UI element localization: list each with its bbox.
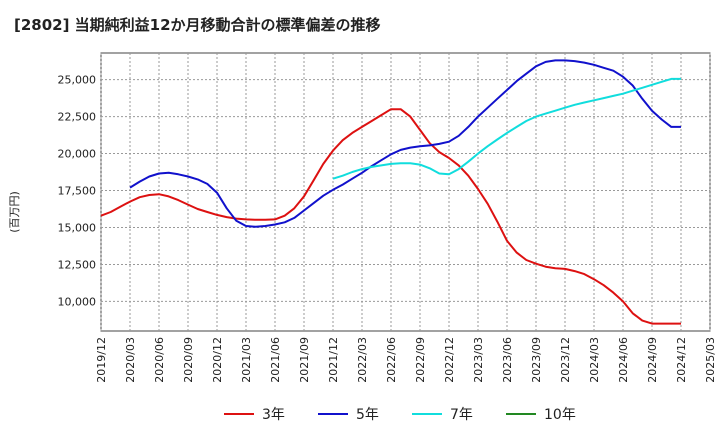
x-tick-label: 2020/09 [182,337,195,383]
y-tick-label: 15,000 [58,221,97,234]
x-tick-label: 2020/03 [124,337,137,383]
x-tick-label: 2022/03 [356,337,369,383]
series-lines [100,59,681,325]
legend: 3年 5年 7年 10年 [224,407,576,423]
x-tick-label: 2024/12 [675,337,688,383]
x-tick-label: 2019/12 [95,337,108,383]
x-tick-label: 2021/09 [298,337,311,383]
y-axis-ticks: 10,000 12,500 15,000 17,500 20,000 22,500 25,0… [58,74,97,309]
x-tick-label: 2020/12 [211,337,224,383]
legend-label: 10年 [544,407,576,423]
plot-area [100,52,711,332]
x-tick-label: 2021/12 [327,337,340,383]
grid [100,53,711,331]
x-tick-label: 2021/03 [240,337,253,383]
legend-label: 7年 [450,407,473,423]
x-axis-ticks: 2019/12 2020/03 2020/06 2020/09 2020/12 2021/… [95,337,717,383]
series-line [100,108,681,325]
y-tick-label: 12,500 [58,258,97,271]
x-tick-label: 2022/12 [443,337,456,383]
x-tick-label: 2023/06 [501,337,514,383]
x-tick-label: 2024/03 [588,337,601,383]
x-tick-label: 2023/03 [472,337,485,383]
series-line [332,77,681,180]
x-tick-label: 2022/06 [385,337,398,383]
y-tick-label: 20,000 [58,148,97,161]
x-tick-label: 2021/06 [269,337,282,383]
x-tick-label: 2022/09 [414,337,427,383]
y-tick-label: 25,000 [58,74,97,87]
x-tick-label: 2024/09 [646,337,659,383]
x-tick-label: 2025/03 [704,337,717,383]
legend-label: 3年 [262,407,285,423]
y-tick-label: 17,500 [58,185,97,198]
x-tick-label: 2023/09 [530,337,543,383]
y-tick-label: 10,000 [58,295,97,308]
x-tick-label: 2023/12 [559,337,572,383]
y-axis-label: (百万円) [8,191,21,233]
y-tick-label: 22,500 [58,111,97,124]
series-line [129,59,681,228]
x-tick-label: 2024/06 [617,337,630,383]
chart-title: [2802] 当期純利益12か月移動合計の標準偏差の推移 [14,16,381,34]
legend-label: 5年 [356,407,379,423]
x-tick-label: 2020/06 [153,337,166,383]
